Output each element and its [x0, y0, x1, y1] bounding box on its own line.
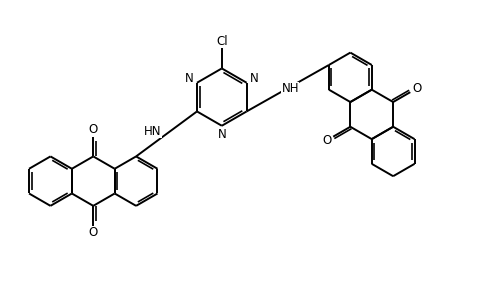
Text: O: O [322, 134, 332, 147]
Text: HN: HN [144, 125, 161, 138]
Text: O: O [89, 123, 98, 136]
Text: NH: NH [281, 82, 299, 95]
Text: O: O [412, 82, 421, 95]
Text: O: O [89, 226, 98, 239]
Text: Cl: Cl [216, 35, 228, 48]
Text: N: N [218, 128, 226, 141]
Text: N: N [185, 72, 194, 85]
Text: N: N [249, 72, 258, 85]
